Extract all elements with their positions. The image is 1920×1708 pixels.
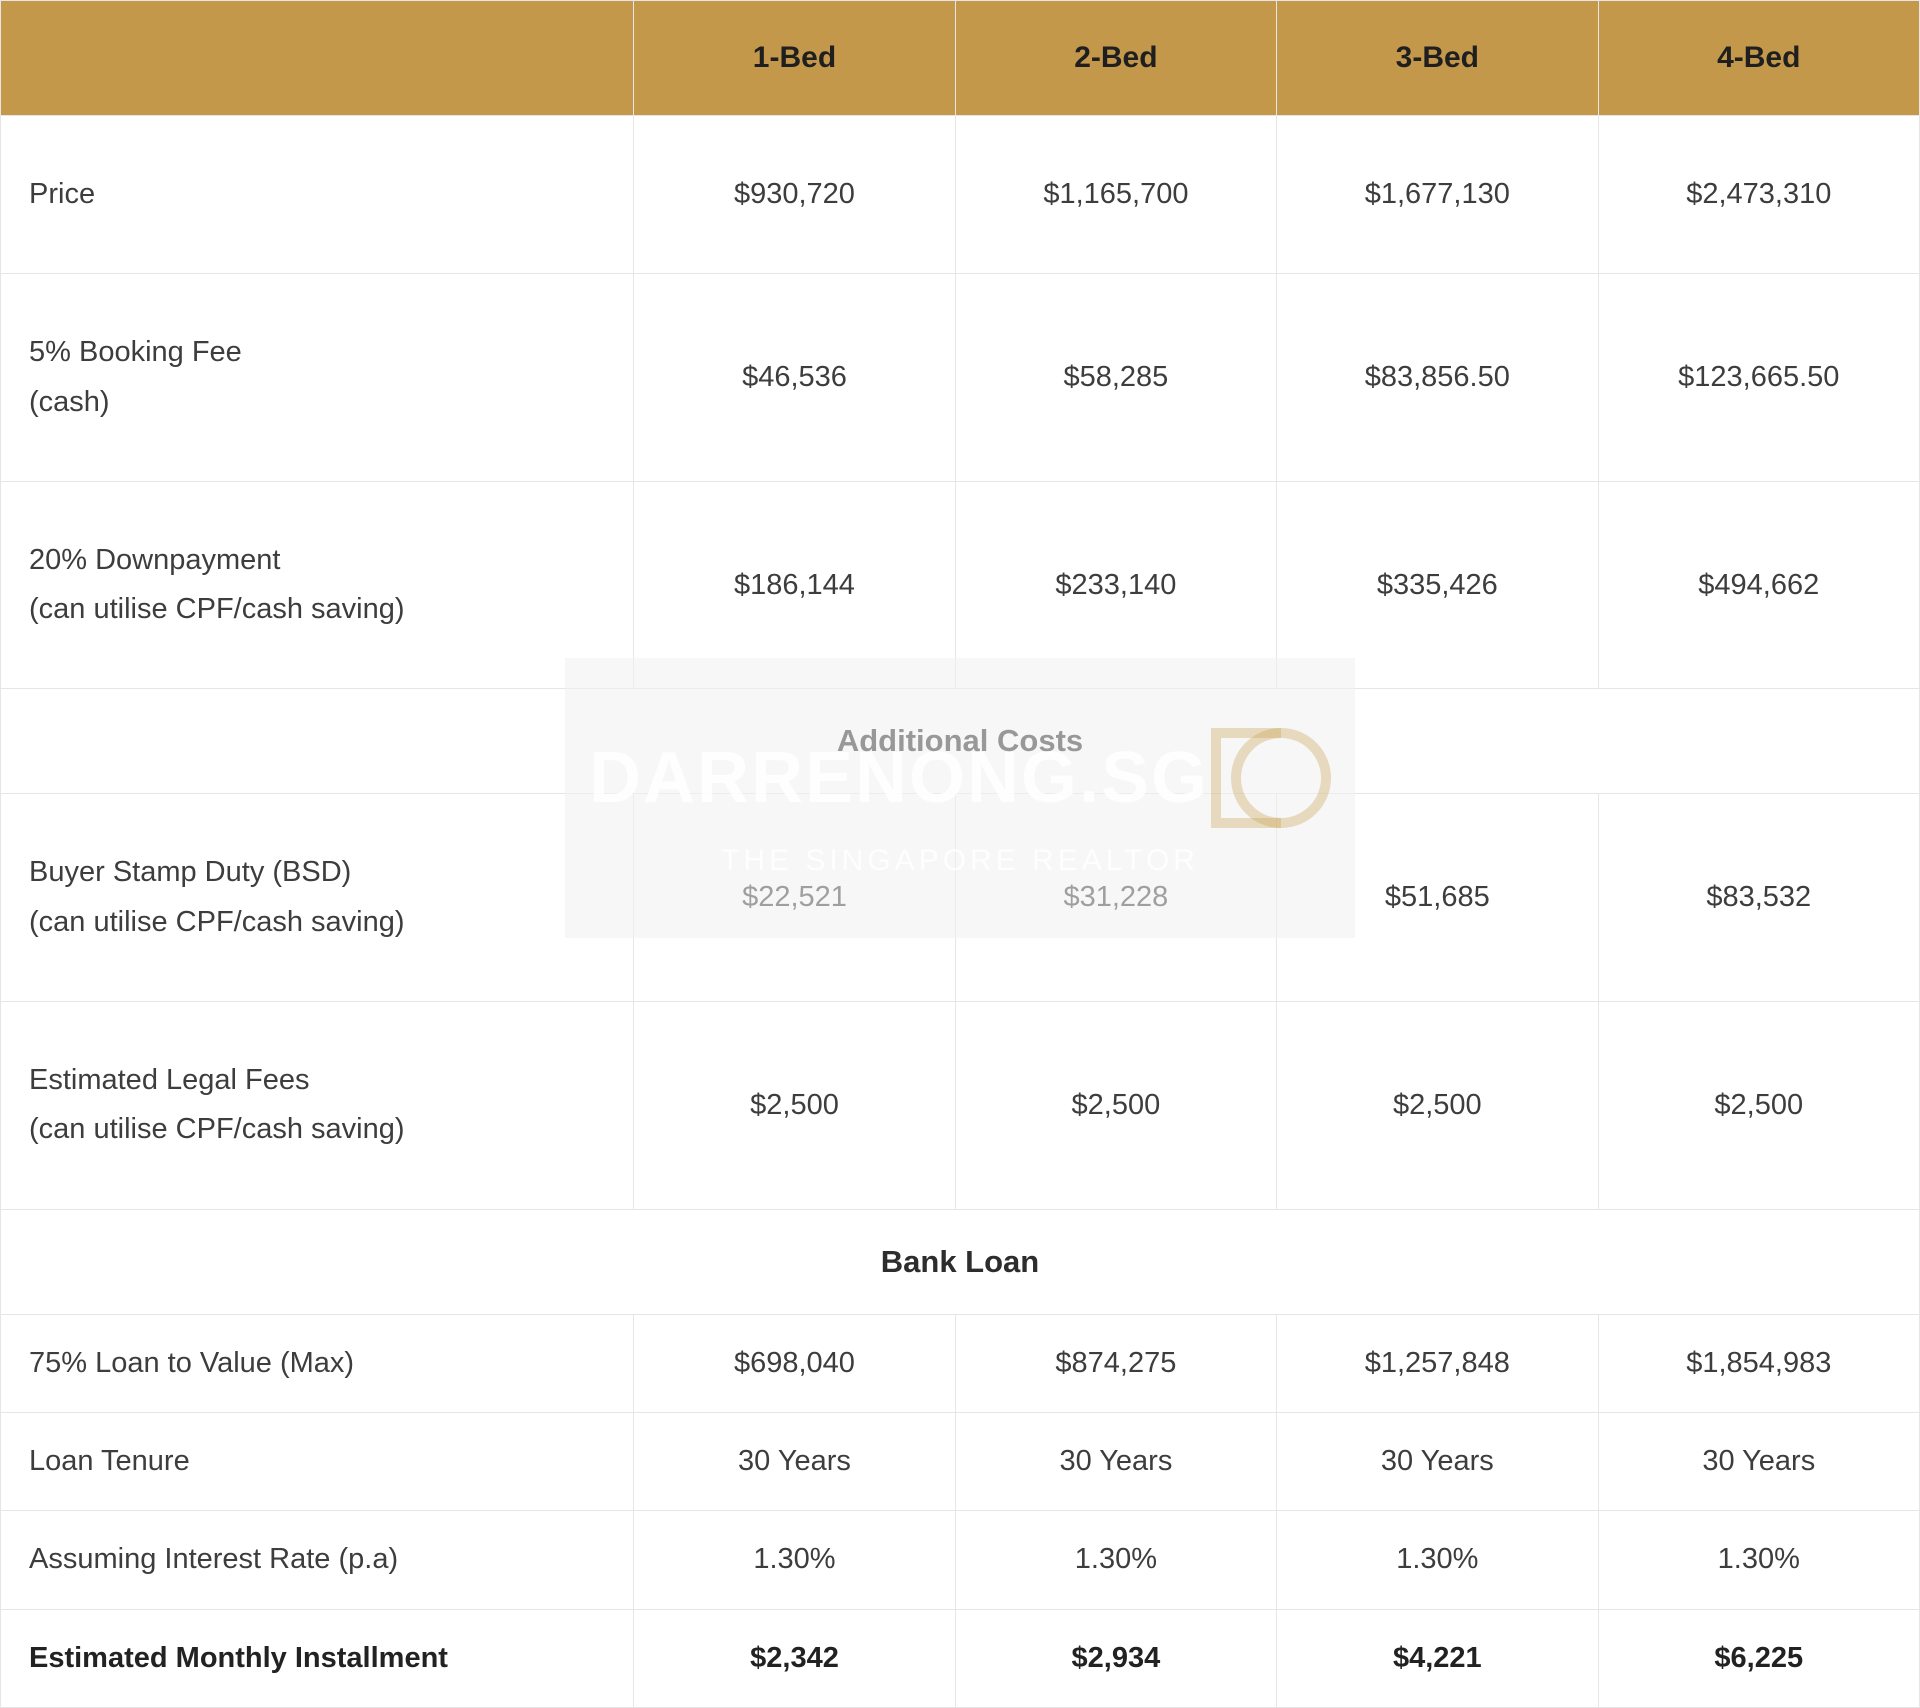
cell-value: $58,285 [955, 274, 1276, 482]
table-row: Estimated Monthly Installment$2,342$2,93… [1, 1609, 1920, 1707]
cell-value: $930,720 [634, 116, 955, 274]
row-label: Assuming Interest Rate (p.a) [1, 1511, 634, 1609]
table-header: 1-Bed2-Bed3-Bed4-Bed [1, 1, 1920, 116]
cell-value: $2,500 [634, 1002, 955, 1210]
cell-value: $698,040 [634, 1314, 955, 1412]
cell-value: 1.30% [1598, 1511, 1919, 1609]
cell-value: $874,275 [955, 1314, 1276, 1412]
cell-value: $4,221 [1277, 1609, 1598, 1707]
table-row: 5% Booking Fee(cash)$46,536$58,285$83,85… [1, 274, 1920, 482]
pricing-table: 1-Bed2-Bed3-Bed4-Bed Price$930,720$1,165… [0, 0, 1920, 1708]
row-label: Estimated Monthly Installment [1, 1609, 634, 1707]
cell-value: $83,856.50 [1277, 274, 1598, 482]
table-row: Additional Costs [1, 689, 1920, 794]
cell-value: $494,662 [1598, 481, 1919, 689]
header-col: 4-Bed [1598, 1, 1919, 116]
table-row: Price$930,720$1,165,700$1,677,130$2,473,… [1, 116, 1920, 274]
cell-value: 30 Years [955, 1412, 1276, 1510]
cell-value: 30 Years [634, 1412, 955, 1510]
row-label: 20% Downpayment(can utilise CPF/cash sav… [1, 481, 634, 689]
table-row: 20% Downpayment(can utilise CPF/cash sav… [1, 481, 1920, 689]
cell-value: $51,685 [1277, 794, 1598, 1002]
cell-value: $2,500 [955, 1002, 1276, 1210]
row-label: 5% Booking Fee(cash) [1, 274, 634, 482]
cell-value: $6,225 [1598, 1609, 1919, 1707]
cell-value: $1,257,848 [1277, 1314, 1598, 1412]
cell-value: $83,532 [1598, 794, 1919, 1002]
pricing-table-container: 1-Bed2-Bed3-Bed4-Bed Price$930,720$1,165… [0, 0, 1920, 1708]
cell-value: 1.30% [955, 1511, 1276, 1609]
table-row: Estimated Legal Fees(can utilise CPF/cas… [1, 1002, 1920, 1210]
cell-value: $2,934 [955, 1609, 1276, 1707]
table-row: 75% Loan to Value (Max)$698,040$874,275$… [1, 1314, 1920, 1412]
table-row: Assuming Interest Rate (p.a)1.30%1.30%1.… [1, 1511, 1920, 1609]
row-label: Price [1, 116, 634, 274]
cell-value: $123,665.50 [1598, 274, 1919, 482]
cell-value: $233,140 [955, 481, 1276, 689]
row-label: 75% Loan to Value (Max) [1, 1314, 634, 1412]
cell-value: $2,500 [1277, 1002, 1598, 1210]
cell-value: 1.30% [634, 1511, 955, 1609]
cell-value: 30 Years [1598, 1412, 1919, 1510]
header-col: 3-Bed [1277, 1, 1598, 116]
cell-value: $2,473,310 [1598, 116, 1919, 274]
table-row: Buyer Stamp Duty (BSD)(can utilise CPF/c… [1, 794, 1920, 1002]
cell-value: $186,144 [634, 481, 955, 689]
cell-value: $46,536 [634, 274, 955, 482]
cell-value: $1,165,700 [955, 116, 1276, 274]
cell-value: $2,342 [634, 1609, 955, 1707]
section-header: Additional Costs [1, 689, 1920, 794]
row-label: Estimated Legal Fees(can utilise CPF/cas… [1, 1002, 634, 1210]
header-col: 1-Bed [634, 1, 955, 116]
cell-value: $2,500 [1598, 1002, 1919, 1210]
header-blank [1, 1, 634, 116]
cell-value: $335,426 [1277, 481, 1598, 689]
table-row: Loan Tenure30 Years30 Years30 Years30 Ye… [1, 1412, 1920, 1510]
cell-value: $22,521 [634, 794, 955, 1002]
cell-value: 1.30% [1277, 1511, 1598, 1609]
table-body: Price$930,720$1,165,700$1,677,130$2,473,… [1, 116, 1920, 1708]
header-col: 2-Bed [955, 1, 1276, 116]
cell-value: $1,677,130 [1277, 116, 1598, 274]
table-row: Bank Loan [1, 1209, 1920, 1314]
cell-value: 30 Years [1277, 1412, 1598, 1510]
row-label: Buyer Stamp Duty (BSD)(can utilise CPF/c… [1, 794, 634, 1002]
cell-value: $31,228 [955, 794, 1276, 1002]
row-label: Loan Tenure [1, 1412, 634, 1510]
section-header: Bank Loan [1, 1209, 1920, 1314]
cell-value: $1,854,983 [1598, 1314, 1919, 1412]
